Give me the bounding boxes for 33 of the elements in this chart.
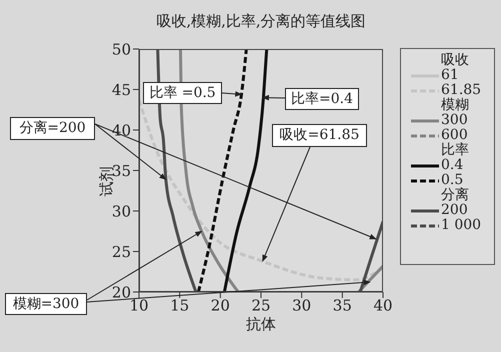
legend-label: 0.4 xyxy=(441,157,464,173)
y-tick-label: 35 xyxy=(112,162,131,180)
x-axis-title: 抗体 xyxy=(245,315,277,334)
x-tick-label: 20 xyxy=(210,296,230,315)
annotation: 模糊=300 xyxy=(5,293,87,315)
x-tick-label: 30 xyxy=(292,296,312,315)
annotation: 分离=200 xyxy=(10,117,95,140)
x-tick-label: 40 xyxy=(373,296,393,315)
x-tick-label: 15 xyxy=(170,296,190,315)
y-tick-label: 25 xyxy=(112,242,131,261)
x-tick-label: 25 xyxy=(251,296,271,315)
text: 模糊 xyxy=(440,97,470,113)
y-tick-label: 50 xyxy=(112,40,131,58)
legend-label: 61.85 xyxy=(441,82,482,98)
legend-label: 200 xyxy=(441,202,468,218)
legend-label: 600 xyxy=(441,127,468,143)
y-tick-label: 40 xyxy=(112,121,131,140)
annotation: 吸收=61.85 xyxy=(272,124,367,147)
text: 分离 xyxy=(440,187,470,203)
y-tick-label: 30 xyxy=(112,202,131,220)
text: 吸收 xyxy=(440,52,470,68)
y-tick-label: 20 xyxy=(112,283,131,302)
x-tick-label: 10 xyxy=(129,296,149,315)
legend-label: 0.5 xyxy=(441,172,464,188)
text: 比率 xyxy=(440,142,470,158)
y-tick-label: 45 xyxy=(112,80,131,99)
chart-title: 吸收,模糊,比率,分离的等值线图 xyxy=(155,12,367,31)
annotation: 比率 =0.5 xyxy=(143,82,222,104)
legend-label: 1 000 xyxy=(441,217,482,233)
legend-label: 61 xyxy=(441,67,459,83)
annotation: 比率=0.4 xyxy=(285,88,359,110)
x-tick-label: 35 xyxy=(332,296,352,315)
legend-label: 300 xyxy=(441,112,468,128)
